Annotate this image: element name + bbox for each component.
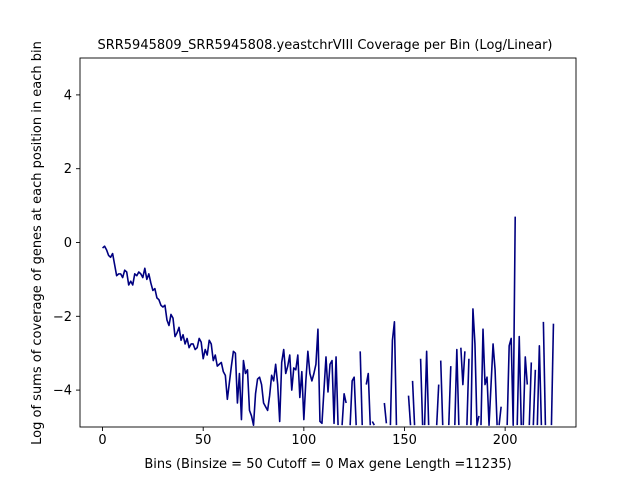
x-axis-title: Bins (Binsize = 50 Cutoff = 0 Max gene L…	[144, 457, 511, 472]
y-axis-title: Log of sums of coverage of genes at each…	[30, 41, 45, 445]
chart-title: SRR5945809_SRR5945808.yeastchrVIII Cover…	[97, 38, 552, 53]
y-tick-label: 4	[64, 88, 72, 103]
series-line-segment-20	[498, 406, 502, 426]
series-line-segment-11	[423, 350, 430, 426]
y-tick-label: −2	[53, 310, 72, 325]
y-axis: −4 −2 0 2 4	[53, 88, 80, 399]
series-line-segment-10	[419, 358, 424, 426]
series-line-segment-6	[383, 402, 388, 424]
series-line-segment-15	[454, 348, 460, 426]
series-line-segment-25	[532, 369, 537, 426]
x-tick-label: 200	[493, 433, 518, 448]
series-line-segment-2	[349, 376, 357, 426]
series-line-segment-19	[480, 328, 498, 426]
y-tick-label: −4	[53, 384, 72, 399]
series-line-segment-18	[470, 308, 480, 426]
series-line-segment-1	[341, 392, 347, 426]
series-line-segment-16	[460, 347, 466, 386]
series-line-segment-4	[365, 372, 372, 426]
series-lines	[102, 216, 555, 426]
x-tick-label: 0	[98, 433, 106, 448]
series-line-segment-14	[447, 366, 452, 426]
series-line-segment-26	[536, 345, 543, 426]
y-tick-label: 0	[64, 236, 72, 251]
x-tick-label: 50	[195, 433, 212, 448]
series-line-segment-13	[439, 360, 444, 426]
series-line-segment-5	[371, 421, 376, 426]
series-line-segment-12	[435, 384, 440, 426]
series-line-segment-17	[466, 358, 470, 426]
series-line-segment-0	[102, 245, 339, 426]
series-line-segment-28	[550, 323, 555, 426]
series-line-segment-22	[516, 335, 523, 426]
x-tick-label: 100	[291, 433, 316, 448]
x-tick-label: 150	[392, 433, 417, 448]
series-line-segment-8	[407, 395, 412, 426]
x-axis: 0 50 100 150 200	[98, 427, 518, 448]
series-line-segment-7	[389, 321, 398, 426]
series-line-segment-27	[542, 321, 547, 426]
y-tick-label: 2	[64, 162, 72, 177]
series-line-segment-21	[506, 216, 517, 426]
series-line-segment-24	[528, 362, 533, 426]
series-line-segment-23	[522, 356, 529, 426]
series-line-segment-9	[411, 380, 416, 426]
series-line-segment-3	[359, 351, 364, 426]
plot-area	[79, 57, 577, 428]
